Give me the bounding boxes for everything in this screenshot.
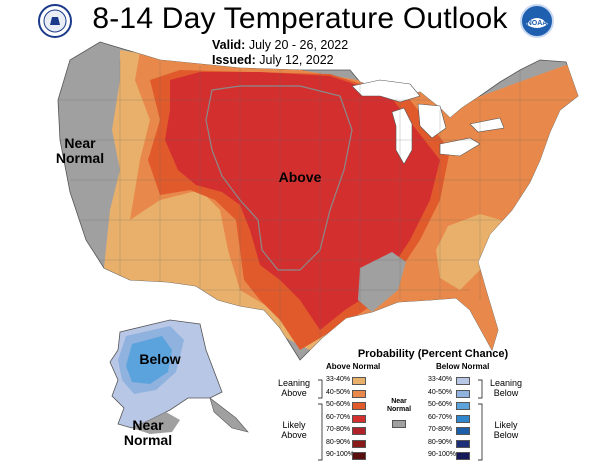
legend-above-swatch-6 — [352, 452, 366, 460]
page-title: 8-14 Day Temperature Outlook — [92, 2, 508, 35]
issued-date: Issued: July 12, 2022 — [212, 53, 334, 67]
legend-above-swatch-0 — [352, 377, 366, 385]
legend-above-range-5: 80-90% — [326, 438, 351, 446]
near-normal-west-label: Near Normal — [55, 135, 105, 166]
legend-likely-above: Likely Above — [281, 420, 307, 440]
below-label: Below — [139, 351, 181, 367]
legend-below-swatch-6 — [456, 452, 470, 460]
legend-above-swatch-3 — [352, 414, 366, 423]
noaa-logo-icon: NOAA — [520, 4, 554, 38]
legend-near-swatch — [392, 420, 406, 428]
legend-above-swatch-4 — [352, 427, 366, 435]
legend-leaning-above: Leaning Above — [277, 378, 311, 398]
legend-above-range-3: 60-70% — [326, 413, 351, 421]
legend-below-range-0: 33-40% — [428, 376, 453, 383]
near-normal-alaska-label: Near Normal — [123, 417, 173, 448]
legend-title: Probability (Percent Chance) — [357, 348, 509, 360]
legend-below-swatch-4 — [456, 427, 470, 435]
svg-text:NOAA: NOAA — [527, 20, 548, 27]
legend-near-normal: Near Normal — [386, 398, 412, 413]
legend-below-swatch-1 — [456, 389, 470, 398]
legend-below-range-6: 90-100% — [428, 451, 457, 458]
legend-above-range-4: 70-80% — [326, 426, 351, 433]
legend-above-range-0: 33-40% — [326, 376, 351, 383]
legend-above-swatch-5 — [352, 439, 366, 448]
legend-leaning-below: Leaning Below — [489, 378, 523, 398]
valid-value: July 20 - 26, 2022 — [248, 38, 349, 52]
legend-below-head: Below Normal — [436, 362, 490, 371]
legend-below-swatch-5 — [456, 439, 470, 448]
doc-seal-icon — [38, 4, 72, 38]
legend-below-swatch-0 — [456, 377, 470, 385]
legend-above-swatch-1 — [352, 389, 366, 398]
legend-likely-below: Likely Below — [493, 420, 519, 440]
legend-below-range-2: 50-60% — [428, 401, 453, 408]
legend-below-range-5: 80-90% — [428, 438, 453, 446]
legend-above-range-2: 50-60% — [326, 401, 351, 408]
legend-below-range-4: 70-80% — [428, 426, 453, 433]
valid-label: Valid: — [212, 38, 246, 52]
above-label: Above — [278, 169, 322, 185]
legend-below-swatch-2 — [456, 402, 470, 410]
legend-above-head: Above Normal — [326, 362, 381, 371]
legend-below-range-1: 40-50% — [428, 388, 453, 396]
legend-below-range-3: 60-70% — [428, 413, 453, 421]
legend-above-range-1: 40-50% — [326, 388, 351, 396]
issued-label: Issued: — [212, 53, 256, 67]
issued-value: July 12, 2022 — [259, 53, 334, 67]
legend-above-range-6: 90-100% — [326, 451, 355, 458]
legend-above-swatch-2 — [352, 402, 366, 410]
valid-dates: Valid: July 20 - 26, 2022 — [212, 38, 348, 52]
legend-below-swatch-3 — [456, 414, 470, 423]
